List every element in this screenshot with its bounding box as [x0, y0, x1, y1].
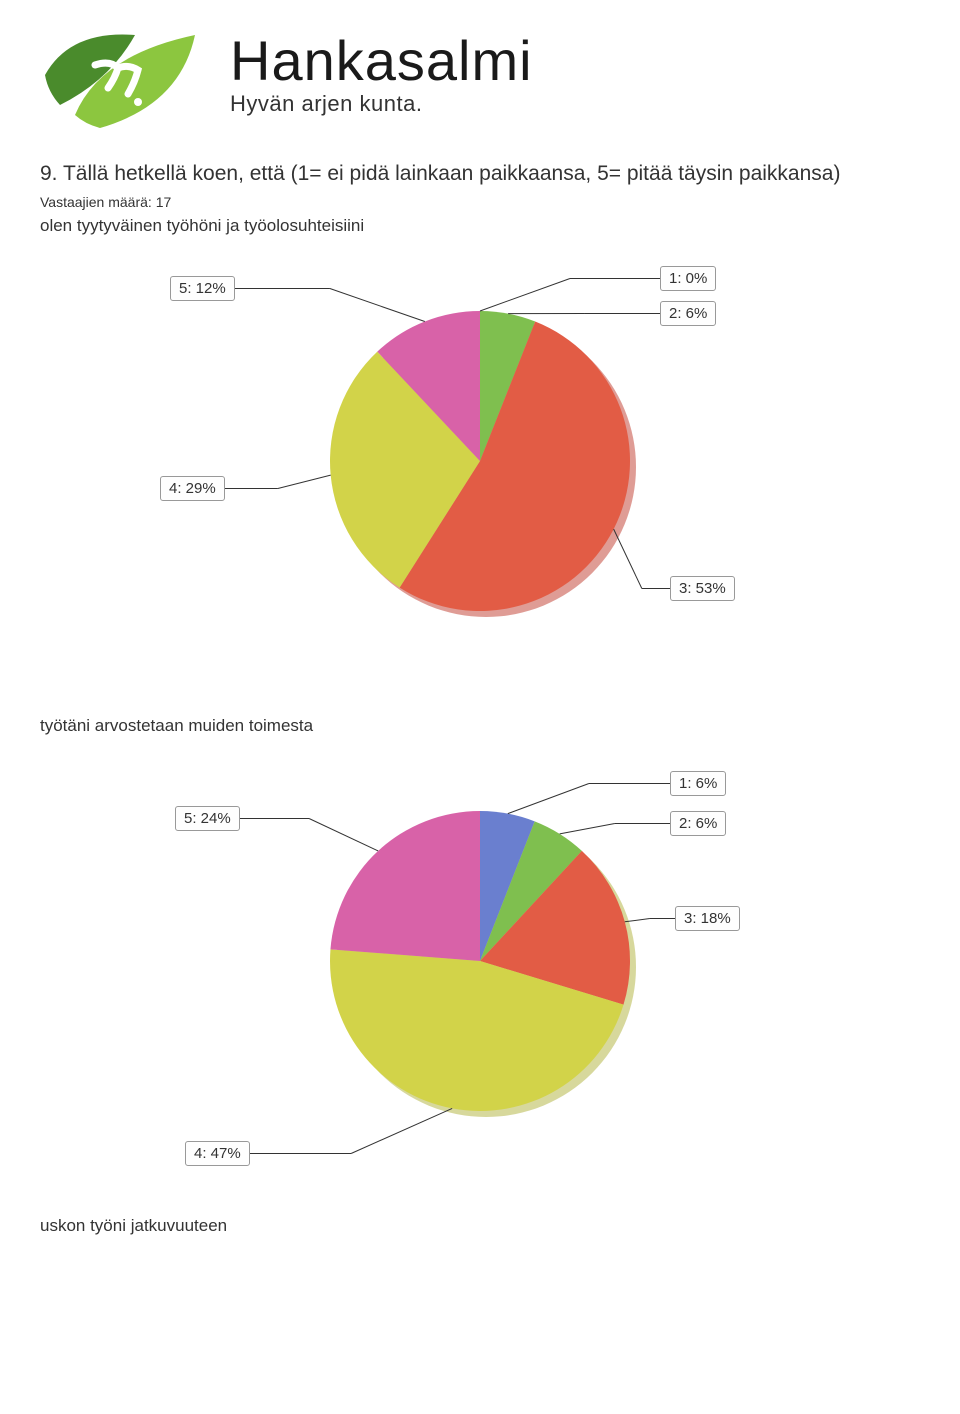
logo-text: Hankasalmi Hyvän arjen kunta. — [230, 33, 533, 117]
respondents-count: Vastaajien määrä: 17 — [40, 194, 920, 210]
pie-callout: 3: 18% — [675, 906, 740, 931]
pie-callout: 2: 6% — [670, 811, 726, 836]
logo-name: Hankasalmi — [230, 33, 533, 89]
chart2-title: työtäni arvostetaan muiden toimesta — [40, 716, 920, 736]
pie-chart-1: 1: 0% 2: 6% 3: 53% 4: 29% 5: 12% — [130, 246, 830, 676]
chart3-title: uskon työni jatkuvuuteen — [40, 1216, 920, 1236]
logo-tagline: Hyvän arjen kunta. — [230, 91, 533, 117]
pie-callout: 2: 6% — [660, 301, 716, 326]
logo-bar: Hankasalmi Hyvän arjen kunta. — [40, 0, 920, 160]
pie-chart-2: 1: 6% 2: 6% 3: 18% 4: 47% 5: 24% — [130, 746, 830, 1176]
pie-callout: 4: 47% — [185, 1141, 250, 1166]
question-title: 9. Tällä hetkellä koen, että (1= ei pidä… — [40, 160, 920, 188]
pie-callout: 1: 6% — [670, 771, 726, 796]
pie-callout: 5: 24% — [175, 806, 240, 831]
pie-callout: 1: 0% — [660, 266, 716, 291]
chart1-title: olen tyytyväinen työhöni ja työolosuhtei… — [40, 216, 920, 236]
pie-callout: 4: 29% — [160, 476, 225, 501]
logo-leaf-icon — [40, 20, 210, 130]
pie-callout: 3: 53% — [670, 576, 735, 601]
pie-callout: 5: 12% — [170, 276, 235, 301]
